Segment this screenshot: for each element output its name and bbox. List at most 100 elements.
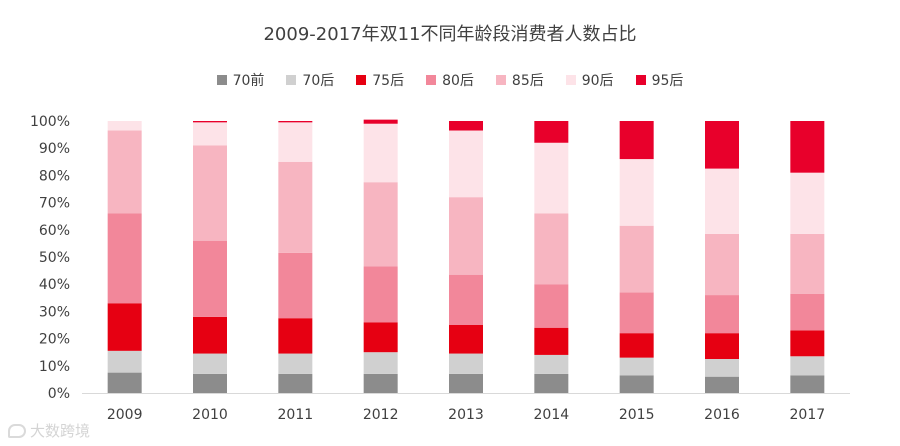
legend-label: 70前 <box>232 73 265 89</box>
legend-item: 95后 <box>635 70 683 90</box>
bar-segment <box>363 266 398 323</box>
bar-segment <box>193 353 227 374</box>
bar-segment <box>363 352 398 374</box>
bar-segment <box>363 322 398 353</box>
legend-label: 85后 <box>511 73 544 89</box>
legend-label: 75后 <box>372 73 405 89</box>
bar-segment <box>705 359 739 377</box>
legend-item: 80后 <box>426 70 474 90</box>
bar-segment <box>619 333 654 358</box>
y-tick-label: 10% <box>39 359 70 375</box>
bar-segment <box>790 330 825 357</box>
bar-segment <box>363 119 398 124</box>
bar-segment <box>193 373 227 393</box>
bar-segment <box>107 121 142 131</box>
chat-bubble-icon <box>8 423 26 438</box>
x-tick-label: 2009 <box>107 407 143 423</box>
bar-segment <box>790 233 825 294</box>
bar-segment <box>790 375 825 393</box>
bar-segment <box>363 373 398 393</box>
bar-segment <box>193 121 227 123</box>
y-tick-label: 20% <box>39 332 70 348</box>
legend-swatch <box>565 75 576 85</box>
bar-segment <box>705 233 739 296</box>
bar-segment <box>534 213 569 285</box>
legend-swatch <box>426 75 437 85</box>
y-tick-label: 50% <box>39 250 70 266</box>
bar-segment <box>619 159 654 226</box>
bar-segment <box>534 284 569 328</box>
bar-segment <box>705 121 739 169</box>
bar-segment <box>278 373 313 393</box>
bar-segment <box>534 121 569 143</box>
bar-segment <box>790 172 825 234</box>
bar-segment <box>193 316 227 354</box>
y-tick-label: 40% <box>39 277 70 293</box>
watermark: 大数跨境 <box>8 420 90 441</box>
legend-item: 90后 <box>565 70 614 90</box>
bar-segment <box>193 122 227 146</box>
bar-segment <box>790 121 825 173</box>
bar-segment <box>705 295 739 334</box>
bar-segment <box>107 130 142 214</box>
bar-segment <box>193 145 227 241</box>
bar-segment <box>449 121 483 131</box>
legend-item: 85后 <box>495 70 544 90</box>
bar-segment <box>193 240 227 317</box>
x-tick-label: 2017 <box>790 407 826 423</box>
bar-segment <box>449 353 483 374</box>
legend-label: 90后 <box>581 73 614 89</box>
bar-segment <box>278 161 313 253</box>
y-tick-label: 30% <box>39 304 70 320</box>
x-tick-label: 2013 <box>448 407 484 423</box>
bar-segment <box>449 197 483 275</box>
bar-segment <box>619 357 654 376</box>
watermark-text: 大数跨境 <box>30 422 91 440</box>
bar-segment <box>705 376 739 393</box>
y-tick-label: 100% <box>30 114 70 130</box>
bar-segment <box>534 327 569 355</box>
bar-segment <box>278 318 313 354</box>
legend: 70前 70后 75后 80后 85后 90后 95后 <box>0 70 900 90</box>
y-tick-label: 60% <box>39 223 70 239</box>
legend-swatch <box>635 75 646 85</box>
legend-swatch <box>356 75 367 85</box>
bar-segment <box>705 168 739 234</box>
bar-segment <box>534 142 569 214</box>
bar-segment <box>790 356 825 376</box>
bar-segment <box>449 373 483 393</box>
bar-segment <box>449 325 483 354</box>
bar-segment <box>449 274 483 325</box>
x-tick-label: 2014 <box>534 407 570 423</box>
y-tick-label: 0% <box>48 386 70 402</box>
legend-item: 70前 <box>216 70 265 90</box>
legend-label: 70后 <box>302 73 335 89</box>
bar-segment <box>278 353 313 374</box>
bar-segment <box>619 121 654 160</box>
bar-segment <box>705 333 739 359</box>
y-tick-label: 80% <box>39 168 70 184</box>
x-tick-label: 2016 <box>704 407 740 423</box>
bar-segment <box>278 252 313 319</box>
x-tick-label: 2012 <box>363 407 399 423</box>
x-tick-label: 2010 <box>192 407 228 423</box>
legend-label: 80后 <box>442 73 474 89</box>
bar-segment <box>619 292 654 334</box>
bar-segment <box>363 182 398 267</box>
y-tick-label: 70% <box>39 196 70 212</box>
bar-segment <box>107 372 142 393</box>
bar-segment <box>790 293 825 331</box>
bar-segment <box>619 225 654 293</box>
legend-swatch <box>216 75 227 85</box>
bar-segment <box>449 130 483 198</box>
legend-item: 75后 <box>356 70 404 90</box>
chart-title: 2009-2017年双11不同年龄段消费者人数占比 <box>263 24 637 45</box>
x-tick-label: 2015 <box>619 407 655 423</box>
bar-segment <box>107 213 142 304</box>
bar-segment <box>619 375 654 393</box>
x-tick-label: 2011 <box>278 407 314 423</box>
bar-segment <box>534 354 569 374</box>
y-tick-label: 90% <box>39 141 70 157</box>
legend-swatch <box>286 75 297 85</box>
